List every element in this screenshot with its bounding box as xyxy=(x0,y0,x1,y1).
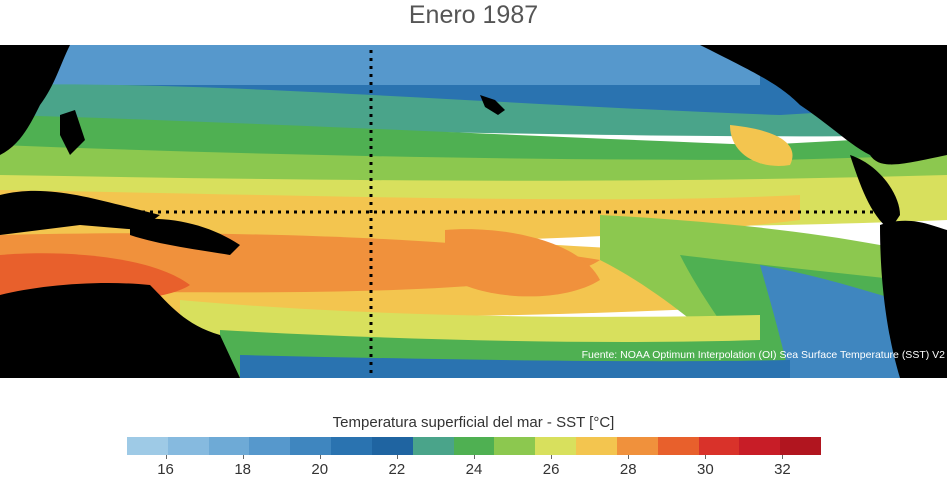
sst-map-canvas xyxy=(0,45,947,378)
colorbar-tick-mark xyxy=(628,455,630,459)
colorbar-segment xyxy=(657,437,699,455)
colorbar-segment xyxy=(616,437,658,455)
colorbar-segment xyxy=(249,437,291,455)
colorbar-tick-mark xyxy=(319,455,321,459)
colorbar-segment xyxy=(331,437,372,455)
land-south-america xyxy=(880,220,947,378)
colorbar-tick-label: 32 xyxy=(774,461,791,478)
colorbar-tick-label: 28 xyxy=(619,461,637,478)
land-asia xyxy=(0,45,70,155)
colorbar-segment xyxy=(290,437,332,455)
colorbar-tick-mark xyxy=(782,455,784,459)
colorbar-segment xyxy=(494,437,536,455)
colorbar-tick-label: 24 xyxy=(465,461,483,478)
land-central-america xyxy=(850,155,900,230)
colorbar-ticks: 16 18 20 22 24 26 28 30 32 xyxy=(0,455,947,480)
colorbar-tick-label: 22 xyxy=(388,461,406,478)
colorbar-segment xyxy=(698,437,740,455)
sst-band-orange-central xyxy=(445,229,600,297)
sst-map xyxy=(0,45,947,378)
colorbar-tick-label: 16 xyxy=(157,461,174,478)
colorbar-tick-mark xyxy=(474,455,475,459)
data-source-note: Fuente: NOAA Optimum Interpolation (OI) … xyxy=(581,349,945,361)
colorbar-segment xyxy=(739,437,781,455)
land-cuba xyxy=(860,90,930,107)
colorbar-tick-mark xyxy=(165,455,167,459)
land-new-guinea xyxy=(130,218,240,255)
land-australia xyxy=(0,283,240,378)
colorbar-segment xyxy=(412,437,454,455)
colorbar-segment xyxy=(535,437,577,455)
colorbar-tick-label: 30 xyxy=(696,461,714,478)
colorbar-tick-label: 26 xyxy=(542,461,560,478)
colorbar-tick-label: 18 xyxy=(234,461,251,478)
sst-band-gold-panama xyxy=(730,125,793,166)
map-title: Enero 1987 xyxy=(408,1,539,29)
land-philippines xyxy=(60,110,85,155)
sst-band-north-cool xyxy=(0,45,760,85)
colorbar-segment xyxy=(576,437,617,455)
colorbar-segment xyxy=(453,437,495,455)
sst-band-green-north xyxy=(0,115,947,165)
colorbar-segment xyxy=(127,437,168,455)
sst-band-south-teal xyxy=(240,355,790,378)
colorbar-segment xyxy=(780,437,822,455)
colorbar-tick-mark xyxy=(396,455,398,459)
land-hawaii xyxy=(480,95,505,115)
colorbar-segment xyxy=(167,437,209,455)
land-americas-north xyxy=(700,45,947,165)
colorbar xyxy=(127,437,822,455)
colorbar-tick-mark xyxy=(551,455,553,459)
colorbar-segment xyxy=(208,437,250,455)
colorbar-tick-mark xyxy=(705,455,707,459)
colorbar-title: Temperatura superficial del mar - SST [°… xyxy=(332,414,615,431)
colorbar-tick-label: 20 xyxy=(311,461,329,478)
colorbar-segment xyxy=(371,437,413,455)
colorbar-tick-mark xyxy=(242,455,244,459)
